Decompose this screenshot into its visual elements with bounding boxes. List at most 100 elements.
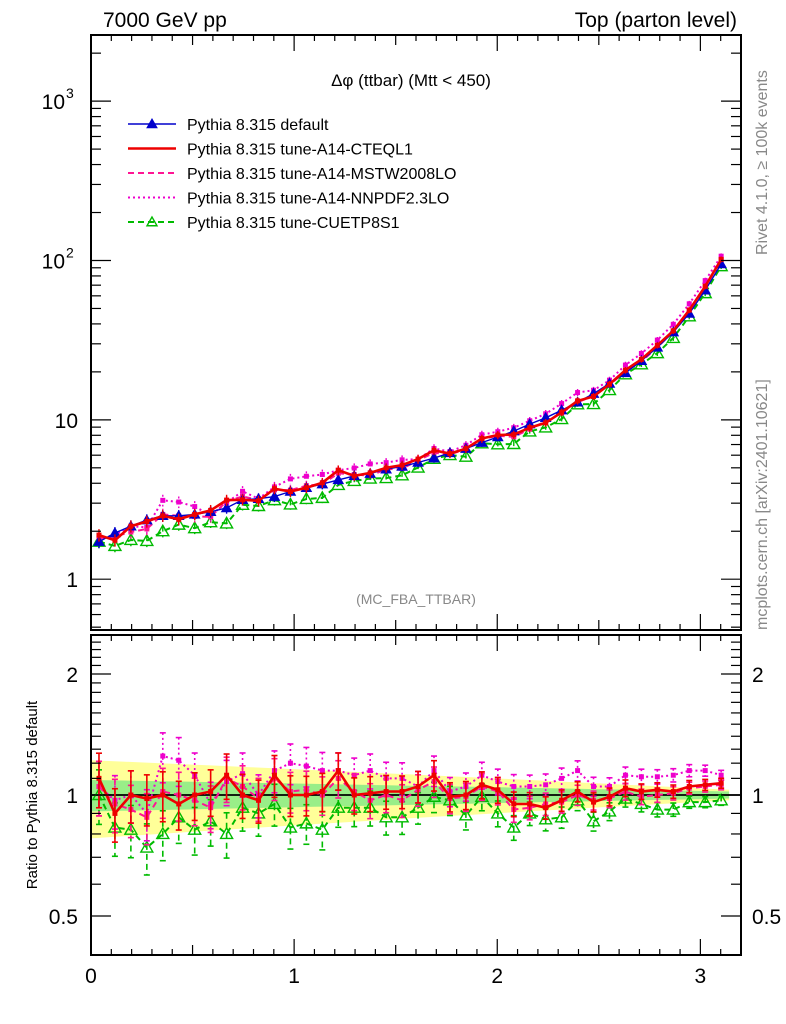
data-point (666, 802, 681, 815)
data-point (463, 446, 469, 452)
data-point (251, 498, 266, 512)
legend-entry: Pythia 8.315 tune-A14-MSTW2008LO (128, 166, 456, 183)
data-point (271, 486, 277, 492)
ratio-point (479, 782, 485, 788)
data-point (447, 451, 453, 457)
ratio-axes: 0 1 2 3 0.5 0.5 1 1 2 2 (49, 635, 781, 988)
ratio-point (591, 799, 597, 805)
data-point (176, 516, 182, 522)
x-tick-label: 3 (695, 965, 707, 988)
ratio-point (686, 768, 692, 774)
y-tick-label-exponent: 3 (66, 85, 74, 101)
ratio-point (511, 801, 517, 807)
data-point (394, 809, 410, 823)
data-point (538, 420, 553, 433)
y-tick-label: 10 (42, 250, 65, 273)
data-point (702, 278, 708, 284)
data-point (506, 820, 521, 833)
data-point (351, 465, 357, 471)
ratio-point (351, 792, 357, 798)
data-point (718, 253, 724, 259)
ratio-point (160, 753, 166, 759)
data-point (367, 461, 373, 467)
ratio-point (527, 801, 533, 807)
ratio-point (256, 797, 262, 803)
data-point (192, 511, 198, 517)
data-point (319, 480, 325, 486)
ratio-point (575, 789, 581, 795)
ratio-point (543, 782, 549, 788)
ratio-point (463, 792, 469, 798)
data-point (315, 490, 330, 504)
data-point (347, 473, 362, 487)
data-point (112, 537, 118, 543)
data-point (399, 462, 405, 468)
legend-label: Pythia 8.315 tune-A14-MSTW2008LO (187, 166, 456, 183)
data-point (458, 449, 474, 462)
ratio-point (718, 772, 724, 778)
y-tick-label-exponent: 2 (66, 244, 74, 260)
ratio-point (543, 805, 549, 811)
data-point (654, 342, 660, 348)
data-point (299, 815, 314, 829)
ratio-point (718, 780, 724, 786)
plot-title: Δφ (ttbar) (Mtt < 450) (331, 71, 491, 90)
x-tick-label: 0 (85, 965, 97, 988)
ratio-ylabel: Ratio to Pythia 8.315 default (24, 700, 41, 889)
data-point (602, 382, 617, 396)
ratio-point (319, 768, 325, 774)
legend-entry: Pythia 8.315 default (128, 117, 329, 134)
data-point (543, 420, 549, 426)
data-point (650, 802, 665, 815)
legend-entry: Pythia 8.315 tune-CUETP8S1 (128, 215, 400, 232)
ratio-point (176, 757, 182, 763)
data-point (399, 457, 405, 463)
ratio-point (287, 760, 293, 766)
data-point (351, 473, 357, 479)
data-point (144, 518, 150, 524)
ratio-tick-label-right: 1 (752, 785, 764, 808)
data-point (522, 424, 537, 437)
data-point (219, 826, 234, 840)
series-pythia-8-315-tune-a14-nnpdf2-3lo (96, 253, 724, 545)
ratio-tick-label-right: 0.5 (752, 906, 781, 929)
data-point (332, 473, 345, 485)
x-tick-label: 2 (491, 965, 503, 988)
data-point (554, 809, 569, 823)
ratio-point (622, 785, 628, 791)
data-point (511, 432, 517, 438)
ratio-point (686, 783, 692, 789)
mcplots-label: mcplots.cern.ch [arXiv:2401.10621] (754, 379, 771, 630)
data-point (490, 805, 506, 819)
x-tick-label: 1 (288, 965, 300, 988)
ratio-tick-label-right: 2 (752, 664, 764, 687)
data-point (235, 497, 250, 511)
data-point (666, 330, 681, 344)
data-point (383, 460, 389, 466)
ratio-point (287, 792, 293, 798)
data-point (160, 497, 166, 503)
data-point (240, 497, 246, 503)
header-left: 7000 GeV pp (103, 9, 227, 32)
data-point (283, 820, 298, 833)
data-point (283, 497, 298, 510)
ratio-point (192, 792, 198, 798)
legend-entry: Pythia 8.315 tune-A14-CTEQL1 (128, 142, 413, 159)
ratio-point (319, 789, 325, 795)
ratio-point (638, 789, 644, 795)
data-point (107, 538, 123, 552)
data-point (394, 467, 410, 481)
data-point (527, 425, 533, 431)
analysis-label: (MC_FBA_TTBAR) (356, 591, 476, 607)
data-point (686, 307, 692, 313)
ratio-line (98, 794, 722, 849)
legend-label: Pythia 8.315 default (187, 117, 329, 134)
data-point (208, 507, 214, 513)
ratio-tick-label: 1 (66, 785, 78, 808)
data-point (718, 256, 724, 262)
series-line (98, 255, 723, 540)
series-pythia-8-315-default (93, 258, 728, 549)
data-point (319, 471, 325, 477)
